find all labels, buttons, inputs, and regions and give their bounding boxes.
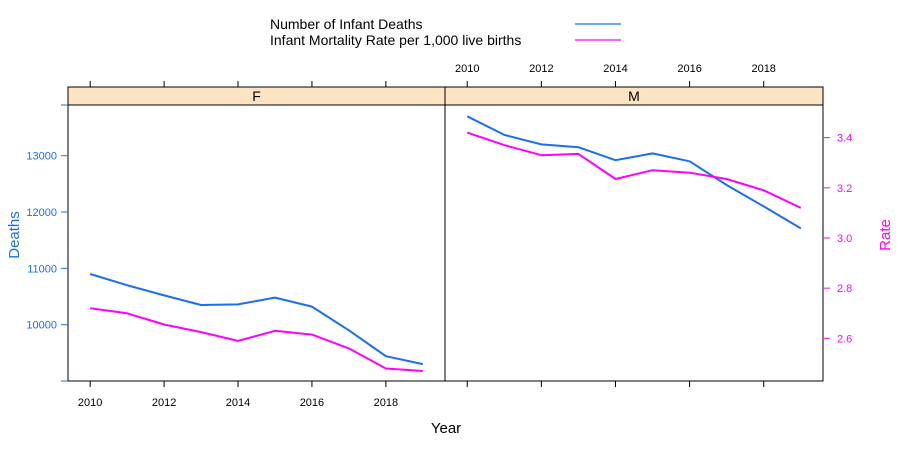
y-tick-label-right: 3.2 bbox=[837, 183, 852, 195]
y-tick-label-left: 12000 bbox=[26, 207, 57, 219]
legend-label-rate: Infant Mortality Rate per 1,000 live bir… bbox=[270, 32, 521, 48]
series-line-m-deaths bbox=[466, 115, 802, 230]
x-tick-label-f: 2012 bbox=[152, 397, 176, 409]
x-axis-title: Year bbox=[431, 420, 461, 437]
series-line-f-deaths bbox=[89, 273, 424, 366]
y-tick-label-right: 3.0 bbox=[837, 233, 852, 245]
y-tick-label-left: 13000 bbox=[26, 151, 57, 163]
legend-label-deaths: Number of Infant Deaths bbox=[270, 16, 423, 32]
y-tick-label-right: 2.6 bbox=[837, 333, 852, 345]
y-tick-label-left: 10000 bbox=[26, 320, 57, 332]
y-tick-label-right: 3.4 bbox=[837, 133, 852, 145]
series-line-f-rate bbox=[90, 307, 423, 372]
x-tick-label-f: 2010 bbox=[78, 397, 102, 409]
y-axis-title-right: Rate bbox=[877, 219, 894, 251]
x-tick-label-m: 2010 bbox=[455, 63, 479, 75]
x-tick-label-f: 2014 bbox=[226, 397, 250, 409]
x-tick-label-m: 2012 bbox=[529, 63, 553, 75]
x-tick-label-f: 2016 bbox=[300, 397, 324, 409]
y-tick-label-right: 2.8 bbox=[837, 283, 852, 295]
series-line-m-rate bbox=[466, 131, 802, 209]
panel-frame-f bbox=[67, 104, 446, 382]
x-tick-label-f: 2018 bbox=[374, 397, 398, 409]
strip-label-f: F bbox=[252, 88, 261, 104]
axes-layer: 2010 2012 2014 2016 2018 2010 2012 2014 2016 2018… bbox=[26, 63, 852, 409]
panel-frame-m bbox=[444, 104, 824, 382]
strip-label-m: M bbox=[628, 88, 640, 104]
legend: Number of Infant Deaths Infant Mortality… bbox=[270, 16, 621, 48]
y-tick-label-left: 11000 bbox=[27, 263, 57, 275]
x-tick-label-m: 2014 bbox=[603, 63, 627, 75]
x-tick-label-m: 2018 bbox=[751, 63, 775, 75]
y-axis-title-left: Deaths bbox=[6, 211, 23, 259]
series-layer bbox=[89, 115, 802, 372]
x-tick-label-m: 2016 bbox=[677, 63, 701, 75]
